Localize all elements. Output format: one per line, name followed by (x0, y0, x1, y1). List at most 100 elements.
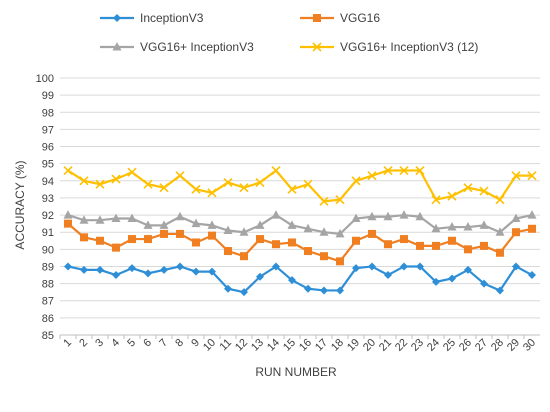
data-point (335, 195, 345, 205)
data-point (448, 236, 456, 245)
data-point (480, 241, 488, 250)
data-point (176, 229, 184, 238)
x-tick-label: 1 (61, 337, 74, 350)
x-axis-title: RUN NUMBER (255, 365, 337, 379)
y-tick-label: 95 (42, 159, 54, 171)
y-tick-label: 88 (42, 279, 54, 291)
data-point (495, 195, 505, 205)
data-point (223, 177, 233, 188)
x-tick-label: 10 (201, 337, 218, 354)
y-tick-label: 91 (42, 227, 54, 239)
data-point (64, 262, 72, 271)
data-point (304, 284, 312, 293)
legend-marker (312, 42, 322, 52)
y-tick-label: 96 (42, 142, 54, 154)
y-tick-label: 100 (36, 73, 54, 85)
x-tick-label: 7 (157, 337, 170, 350)
data-point (111, 213, 121, 222)
data-point (208, 231, 216, 240)
data-point (400, 262, 408, 271)
data-point (175, 171, 185, 181)
data-point (272, 240, 280, 249)
data-point (351, 213, 361, 222)
data-point (512, 228, 520, 237)
data-point (287, 220, 297, 229)
x-tick-label: 27 (473, 337, 490, 354)
data-point (495, 227, 505, 236)
x-tick-label: 23 (409, 337, 426, 354)
data-point (496, 248, 504, 257)
data-point (176, 262, 184, 271)
y-tick-label: 98 (42, 107, 54, 119)
legend-label: VGG16 (340, 11, 380, 25)
y-tick-label: 93 (42, 193, 54, 205)
data-point (271, 165, 281, 176)
x-tick-label: 5 (125, 337, 138, 350)
data-point (352, 264, 360, 273)
data-point (143, 179, 153, 189)
x-tick-label: 28 (489, 337, 506, 354)
data-point (463, 183, 473, 193)
x-tick-label: 2 (77, 337, 90, 350)
gridlines (60, 77, 540, 336)
data-point (224, 284, 232, 293)
data-point (319, 227, 329, 236)
data-point (432, 241, 440, 250)
data-point (288, 238, 296, 247)
data-point (415, 211, 425, 221)
data-point (479, 220, 489, 229)
x-tick-label: 17 (313, 337, 330, 354)
data-point (320, 252, 328, 261)
data-point (432, 277, 440, 286)
data-point (431, 195, 441, 205)
series-line (67, 222, 533, 263)
data-point (399, 165, 409, 176)
data-point (527, 171, 537, 181)
y-tick-label: 94 (42, 176, 54, 188)
legend-label: InceptionV3 (140, 11, 204, 25)
data-point (207, 188, 217, 198)
data-point (288, 276, 296, 285)
data-point (79, 176, 89, 186)
data-point (80, 265, 88, 274)
data-point (528, 271, 536, 280)
data-point (367, 211, 377, 221)
data-point (192, 238, 200, 247)
data-point (159, 183, 169, 193)
data-point (528, 224, 536, 233)
data-point (96, 265, 104, 274)
data-point (192, 267, 200, 276)
x-tick-label: 3 (93, 337, 106, 350)
data-point (95, 179, 105, 189)
data-point (383, 211, 393, 221)
data-point (399, 210, 409, 219)
y-tick-label: 86 (42, 313, 54, 325)
legend-marker (313, 14, 321, 22)
data-point (160, 229, 168, 238)
data-point (64, 219, 72, 228)
data-point (128, 235, 136, 244)
y-axis-title: ACCURACY (%) (13, 160, 27, 249)
data-point (464, 265, 472, 274)
data-point (352, 236, 360, 245)
y-tick-label: 99 (42, 90, 54, 102)
y-tick-label: 89 (42, 261, 54, 273)
data-point (128, 264, 136, 273)
x-tick-label: 9 (189, 337, 202, 350)
series-group (63, 165, 537, 297)
data-point (463, 222, 473, 231)
data-point (511, 171, 521, 181)
data-point (95, 215, 105, 224)
data-point (144, 269, 152, 278)
series-line (67, 169, 532, 203)
x-tick-label: 13 (249, 337, 266, 354)
x-tick-label: 19 (345, 337, 362, 354)
data-point (335, 228, 345, 238)
data-point (479, 186, 489, 196)
legend: InceptionV3 VGG16 VGG16+ InceptionV3 VGG16+… (100, 11, 478, 54)
x-tick-label: 6 (141, 337, 154, 350)
x-tick-label: 30 (521, 337, 538, 354)
data-point (415, 165, 425, 176)
